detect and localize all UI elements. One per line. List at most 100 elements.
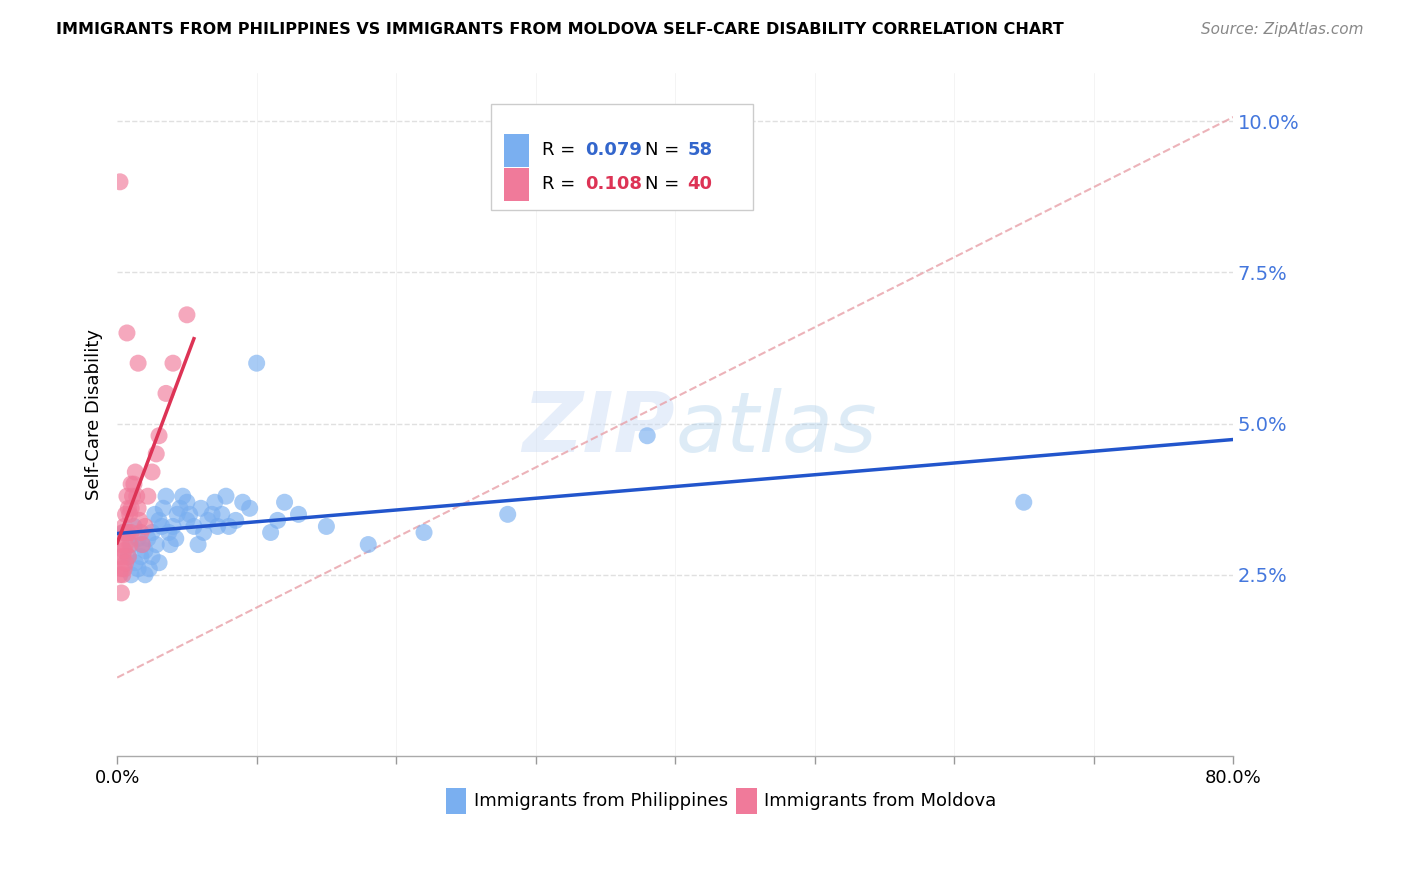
- Point: [114, 556, 136, 570]
- Point: [176, 495, 198, 509]
- Point: [239, 501, 262, 516]
- Point: [143, 508, 166, 522]
- Text: atlas: atlas: [675, 388, 877, 468]
- Point: [120, 538, 142, 552]
- Point: [215, 489, 238, 503]
- Point: [211, 508, 233, 522]
- Point: [120, 501, 142, 516]
- FancyBboxPatch shape: [737, 789, 756, 814]
- Text: Source: ZipAtlas.com: Source: ZipAtlas.com: [1201, 22, 1364, 37]
- Point: [111, 525, 134, 540]
- Point: [162, 519, 184, 533]
- Point: [183, 519, 205, 533]
- Point: [108, 175, 131, 189]
- Point: [141, 525, 163, 540]
- Point: [134, 543, 156, 558]
- Point: [117, 549, 139, 564]
- Point: [117, 549, 139, 564]
- Point: [128, 513, 150, 527]
- Point: [150, 519, 173, 533]
- Point: [172, 489, 194, 503]
- Point: [110, 538, 132, 552]
- Point: [148, 428, 170, 442]
- Point: [112, 519, 135, 533]
- Point: [193, 525, 215, 540]
- Point: [129, 525, 152, 540]
- Point: [145, 447, 167, 461]
- Point: [141, 549, 163, 564]
- Point: [129, 549, 152, 564]
- Point: [162, 356, 184, 370]
- Text: 58: 58: [688, 141, 713, 160]
- Point: [111, 549, 134, 564]
- Point: [152, 501, 174, 516]
- Point: [266, 513, 288, 527]
- FancyBboxPatch shape: [505, 134, 529, 167]
- Point: [117, 501, 139, 516]
- Text: ZIP: ZIP: [523, 388, 675, 468]
- Point: [110, 586, 132, 600]
- Point: [124, 556, 146, 570]
- Point: [225, 513, 247, 527]
- Text: 0.079: 0.079: [585, 141, 641, 160]
- Point: [127, 356, 149, 370]
- FancyBboxPatch shape: [491, 103, 754, 210]
- Text: IMMIGRANTS FROM PHILIPPINES VS IMMIGRANTS FROM MOLDOVA SELF-CARE DISABILITY CORR: IMMIGRANTS FROM PHILIPPINES VS IMMIGRANT…: [56, 22, 1064, 37]
- Point: [131, 538, 153, 552]
- Point: [136, 489, 159, 503]
- Point: [114, 508, 136, 522]
- Point: [138, 562, 160, 576]
- Point: [131, 538, 153, 552]
- Point: [112, 562, 135, 576]
- Point: [125, 489, 148, 503]
- Point: [176, 513, 198, 527]
- Text: N =: N =: [645, 141, 685, 160]
- Point: [218, 519, 240, 533]
- Point: [115, 525, 138, 540]
- Point: [108, 567, 131, 582]
- Point: [413, 525, 436, 540]
- Point: [1012, 495, 1035, 509]
- Point: [315, 519, 337, 533]
- Point: [190, 501, 212, 516]
- Point: [124, 465, 146, 479]
- Point: [496, 508, 519, 522]
- Point: [357, 538, 380, 552]
- Text: R =: R =: [543, 175, 581, 194]
- Point: [287, 508, 309, 522]
- Point: [118, 538, 141, 552]
- Point: [141, 465, 163, 479]
- Point: [120, 477, 142, 491]
- Point: [127, 532, 149, 546]
- Point: [204, 495, 226, 509]
- Point: [169, 501, 191, 516]
- Point: [120, 567, 142, 582]
- Point: [179, 508, 201, 522]
- Point: [166, 508, 188, 522]
- Point: [232, 495, 254, 509]
- Point: [197, 513, 219, 527]
- Point: [159, 538, 181, 552]
- Point: [114, 538, 136, 552]
- Y-axis label: Self-Care Disability: Self-Care Disability: [86, 329, 103, 500]
- Point: [112, 525, 135, 540]
- Point: [176, 308, 198, 322]
- Point: [115, 489, 138, 503]
- Point: [157, 525, 180, 540]
- Point: [115, 326, 138, 340]
- FancyBboxPatch shape: [505, 168, 529, 201]
- Point: [136, 532, 159, 546]
- Point: [145, 538, 167, 552]
- Point: [127, 562, 149, 576]
- Point: [127, 501, 149, 516]
- Point: [636, 428, 658, 442]
- Point: [246, 356, 269, 370]
- Text: 0.108: 0.108: [585, 175, 641, 194]
- Point: [134, 519, 156, 533]
- Point: [108, 549, 131, 564]
- Point: [121, 489, 143, 503]
- Point: [207, 519, 229, 533]
- Point: [110, 562, 132, 576]
- Point: [120, 525, 142, 540]
- Point: [155, 489, 177, 503]
